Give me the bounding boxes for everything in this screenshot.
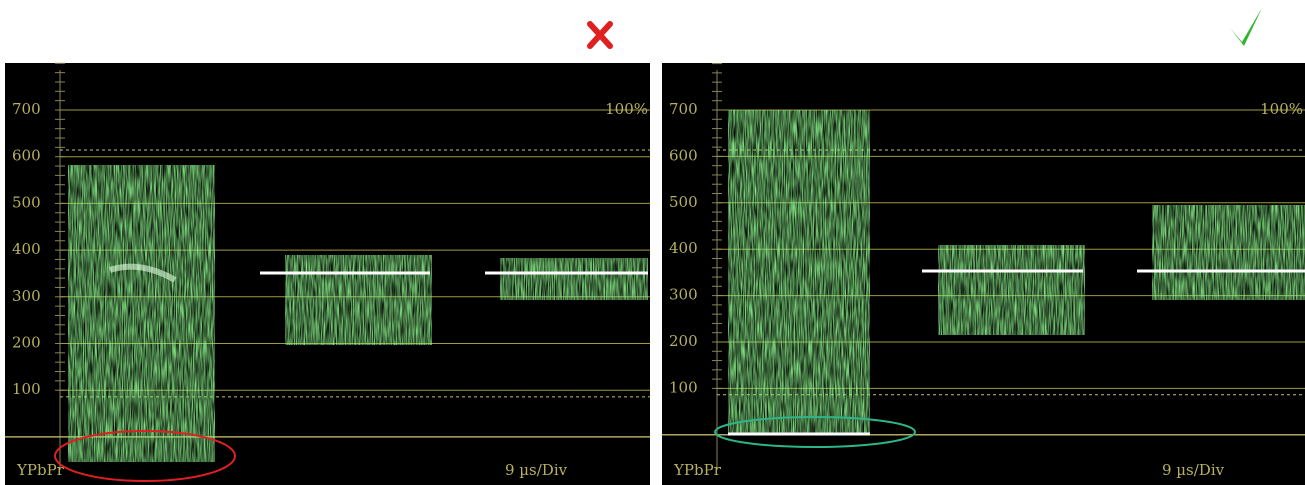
percent-label: 100% [605,100,648,118]
axis-label: 600 [669,146,698,164]
axis-label: 400 [12,240,41,258]
axis-label: 500 [669,193,698,211]
format-label: YPbPr [673,461,722,479]
axis-label: 600 [12,147,41,165]
axis-label: 300 [669,286,698,304]
axis-label: 200 [12,334,41,352]
axis-label: 700 [12,100,41,118]
axis-label: 100 [669,378,698,396]
correct-icon [1230,8,1262,46]
percent-label: 100% [1260,100,1303,118]
scale-label: 9 µs/Div [505,461,568,479]
axis-label: 700 [669,100,698,118]
format-label: YPbPr [16,461,65,479]
axis-label: 400 [669,239,698,257]
comparison: 700 600 500 400 300 200 100 100% YPbPr 9 µs/Div 7… [0,0,1305,485]
axis-label: 200 [669,332,698,350]
axis-label: 100 [12,380,41,398]
scale-label: 9 µs/Div [1162,461,1225,479]
axis-label: 300 [12,287,41,305]
wrong-icon [590,24,610,46]
axis-label: 500 [12,193,41,211]
